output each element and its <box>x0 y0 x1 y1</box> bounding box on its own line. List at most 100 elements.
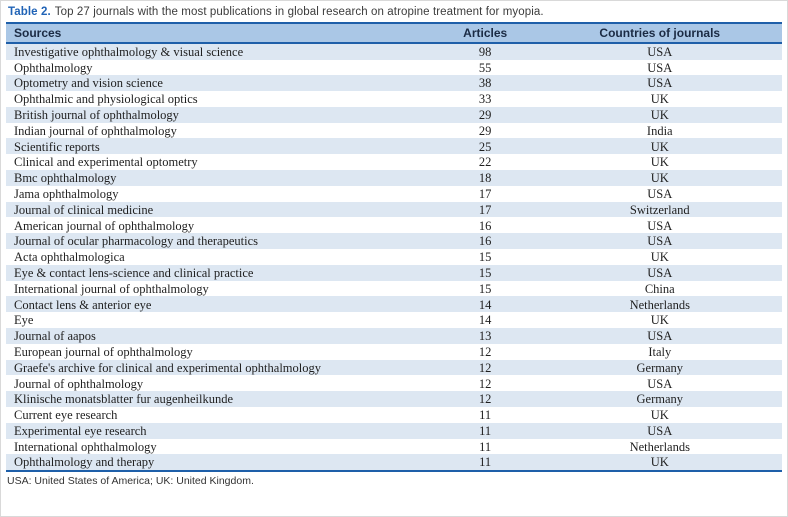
source-cell: Contact lens & anterior eye <box>6 296 433 313</box>
articles-cell: 22 <box>478 155 492 170</box>
table-row: Ophthalmology and therapy 11 UK <box>6 454 782 472</box>
source-cell: Current eye research <box>14 408 118 423</box>
source-cell: Journal of ophthalmology <box>14 376 144 391</box>
column-header-countries: Countries of journals <box>537 22 782 44</box>
column-header-articles: Articles <box>432 22 538 44</box>
source-cell: Klinische monatsblatter fur augenheilkun… <box>6 391 433 408</box>
articles-cell: 16 <box>432 233 538 250</box>
country-cell: Germany <box>537 359 782 376</box>
source-cell: Scientific reports <box>6 138 433 155</box>
country-cell: USA <box>537 422 782 439</box>
articles-cell: 29 <box>478 123 492 138</box>
source-cell: International ophthalmology <box>14 439 157 454</box>
country-cell: USA <box>647 187 673 202</box>
country-cell: UK <box>650 155 669 170</box>
articles-cell: 55 <box>478 60 492 75</box>
table-row: International ophthalmology 11 Netherlands <box>6 439 782 455</box>
country-cell: Germany <box>537 391 782 408</box>
table-row: Indian journal of ophthalmology 29 India <box>6 123 782 139</box>
country-cell: UK <box>650 408 669 423</box>
articles-cell: 38 <box>432 75 538 92</box>
articles-cell: 98 <box>432 43 538 60</box>
table-row: Investigative ophthalmology & visual sci… <box>6 43 782 60</box>
country-cell: UK <box>537 106 782 123</box>
country-cell: USA <box>537 328 782 344</box>
country-cell: Switzerland <box>537 201 782 218</box>
source-cell: Ophthalmology and therapy <box>6 454 433 472</box>
source-cell: Experimental eye research <box>6 422 433 439</box>
table-row: Experimental eye research 11 USA <box>6 422 782 439</box>
table-row: Journal of aapos 13 USA <box>6 328 782 344</box>
table-row: Ophthalmic and physiological optics 33 UK <box>6 91 782 107</box>
header-row: Sources Articles Countries of journals <box>6 22 782 44</box>
source-cell: Investigative ophthalmology & visual sci… <box>6 43 433 60</box>
source-cell: Eye & contact lens-science and clinical … <box>6 264 433 281</box>
country-cell: USA <box>537 75 782 92</box>
country-cell: UK <box>537 138 782 155</box>
table-row: Graefe's archive for clinical and experi… <box>6 359 782 376</box>
articles-cell: 11 <box>432 422 538 439</box>
articles-cell: 29 <box>432 106 538 123</box>
articles-cell: 12 <box>478 376 492 391</box>
table-row: Clinical and experimental optometry 22 UK <box>6 154 782 170</box>
table-row: British journal of ophthalmology 29 UK <box>6 106 782 123</box>
country-cell: Netherlands <box>629 439 690 454</box>
country-cell: USA <box>647 60 673 75</box>
source-cell: Journal of clinical medicine <box>6 201 433 218</box>
source-cell: Clinical and experimental optometry <box>14 155 198 170</box>
country-cell: USA <box>647 376 673 391</box>
source-cell: Graefe's archive for clinical and experi… <box>6 359 433 376</box>
journals-table: Sources Articles Countries of journals I… <box>6 22 782 472</box>
articles-cell: 15 <box>478 250 492 265</box>
articles-cell: 12 <box>478 344 492 359</box>
articles-cell: 11 <box>432 454 538 472</box>
source-cell: Ophthalmology <box>14 60 93 75</box>
articles-cell: 12 <box>432 391 538 408</box>
articles-cell: 12 <box>432 359 538 376</box>
country-cell: Netherlands <box>537 296 782 313</box>
articles-cell: 15 <box>432 264 538 281</box>
articles-cell: 13 <box>432 328 538 344</box>
country-cell: USA <box>537 233 782 250</box>
country-cell: USA <box>537 43 782 60</box>
table-caption-text: Top 27 journals with the most publicatio… <box>54 6 544 18</box>
table-row: American journal of ophthalmology 16 USA <box>6 217 782 233</box>
source-cell: Journal of ocular pharmacology and thera… <box>6 233 433 250</box>
table-row: Journal of ophthalmology 12 USA <box>6 375 782 391</box>
source-cell: European journal of ophthalmology <box>14 344 193 359</box>
source-cell: Jama ophthalmology <box>14 187 119 202</box>
country-cell: USA <box>647 218 673 233</box>
table-row: Bmc ophthalmology 18 UK <box>6 170 782 186</box>
source-cell: Acta ophthalmologica <box>14 250 125 265</box>
country-cell: UK <box>537 454 782 472</box>
articles-cell: 33 <box>478 92 492 107</box>
table-row: Current eye research 11 UK <box>6 407 782 423</box>
source-cell: International journal of ophthalmology <box>14 281 209 296</box>
table-row: European journal of ophthalmology 12 Italy <box>6 344 782 360</box>
source-cell: British journal of ophthalmology <box>6 106 433 123</box>
articles-cell: 11 <box>479 408 492 423</box>
table-row: Journal of clinical medicine 17 Switzerlan… <box>6 201 782 218</box>
country-cell: UK <box>650 92 669 107</box>
source-cell: American journal of ophthalmology <box>14 218 195 233</box>
articles-cell: 11 <box>479 439 492 454</box>
country-cell: UK <box>650 250 669 265</box>
table-row: Klinische monatsblatter fur augenheilkun… <box>6 391 782 408</box>
articles-cell: 18 <box>432 170 538 186</box>
table-caption-label: Table 2. <box>8 6 51 18</box>
table-row: Eye & contact lens-science and clinical … <box>6 264 782 281</box>
table-caption: Table 2. Top 27 journals with the most pu… <box>6 4 782 22</box>
source-cell: Journal of aapos <box>6 328 433 344</box>
column-header-sources: Sources <box>6 22 433 44</box>
articles-cell: 16 <box>478 218 492 233</box>
table-row: Eye 14 UK <box>6 312 782 328</box>
source-cell: Eye <box>14 313 34 328</box>
table-row: Contact lens & anterior eye 14 Netherlands <box>6 296 782 313</box>
table-row: Optometry and vision science 38 USA <box>6 75 782 92</box>
source-cell: Optometry and vision science <box>6 75 433 92</box>
table-row: Journal of ocular pharmacology and thera… <box>6 233 782 250</box>
table-row: Scientific reports 25 UK <box>6 138 782 155</box>
table-footnote: USA: United States of America; UK: Unite… <box>7 474 254 487</box>
country-cell: USA <box>537 264 782 281</box>
articles-cell: 15 <box>478 281 492 296</box>
